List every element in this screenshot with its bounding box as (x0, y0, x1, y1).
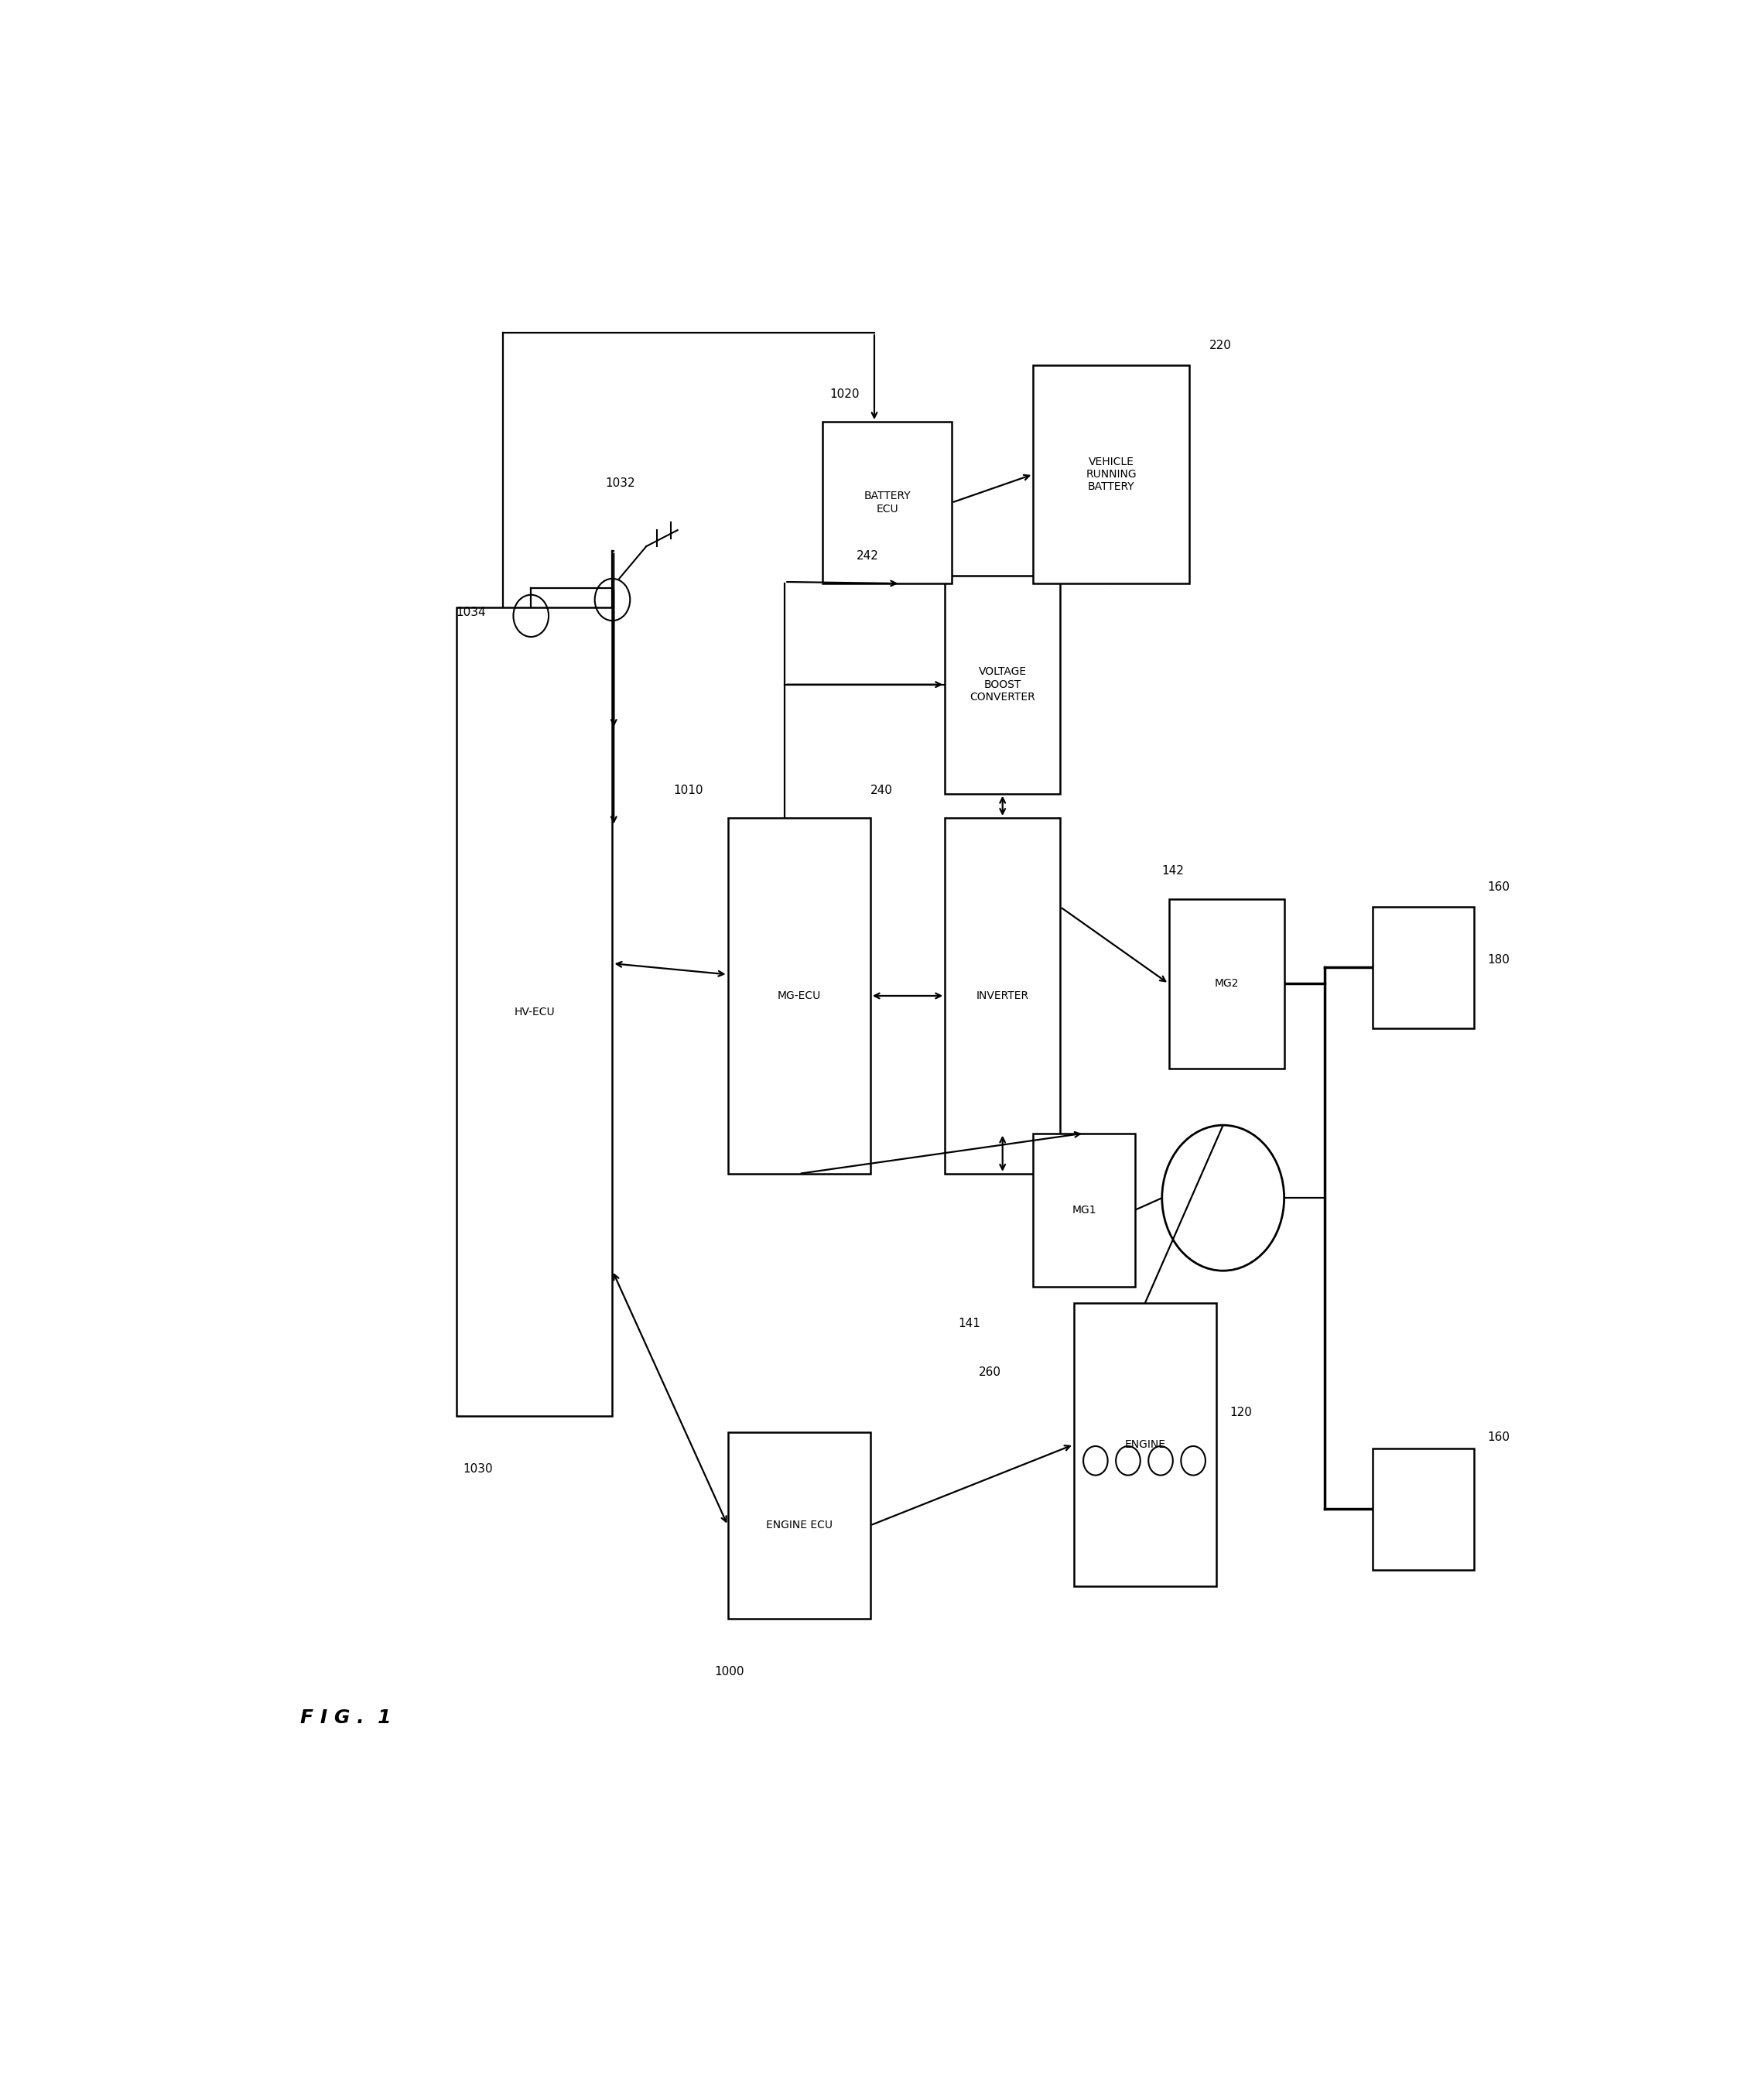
Text: INVERTER: INVERTER (977, 991, 1030, 1002)
Bar (728, 1432, 870, 1619)
Text: MG-ECU: MG-ECU (777, 991, 821, 1002)
Text: VEHICLE
RUNNING
BATTERY: VEHICLE RUNNING BATTERY (1086, 456, 1136, 491)
Text: 120: 120 (1229, 1407, 1252, 1420)
Text: MG2: MG2 (1213, 979, 1238, 989)
Bar (728, 817, 870, 1174)
Text: 220: 220 (1210, 340, 1233, 351)
Text: 160: 160 (1488, 882, 1509, 892)
Bar (457, 607, 613, 1415)
Text: 141: 141 (958, 1319, 981, 1329)
Text: 260: 260 (979, 1367, 1002, 1378)
Text: MG1: MG1 (1072, 1205, 1096, 1216)
Text: 1010: 1010 (674, 785, 704, 796)
Bar (1170, 899, 1283, 1069)
Text: 1034: 1034 (457, 607, 487, 617)
Text: ENGINE ECU: ENGINE ECU (765, 1520, 832, 1531)
Bar (1033, 365, 1189, 584)
Bar (1373, 907, 1474, 1029)
Bar (1033, 1134, 1135, 1287)
Text: 180: 180 (1488, 953, 1509, 966)
Bar (946, 817, 1061, 1174)
Text: 1032: 1032 (606, 477, 636, 489)
Text: F I G .  1: F I G . 1 (301, 1709, 390, 1728)
Bar (823, 422, 953, 584)
Text: 1000: 1000 (714, 1665, 744, 1678)
Text: 142: 142 (1163, 865, 1184, 878)
Text: VOLTAGE
BOOST
CONVERTER: VOLTAGE BOOST CONVERTER (970, 666, 1035, 704)
Bar (1373, 1449, 1474, 1571)
Text: 242: 242 (856, 550, 879, 561)
Bar (1073, 1302, 1217, 1586)
Text: HV-ECU: HV-ECU (515, 1006, 555, 1016)
Text: 240: 240 (870, 785, 893, 796)
Bar (946, 575, 1061, 794)
Text: BATTERY
ECU: BATTERY ECU (863, 491, 911, 514)
Text: 1030: 1030 (462, 1464, 494, 1474)
Text: ENGINE: ENGINE (1124, 1439, 1166, 1449)
Text: 160: 160 (1488, 1432, 1509, 1443)
Text: 1020: 1020 (830, 388, 860, 399)
